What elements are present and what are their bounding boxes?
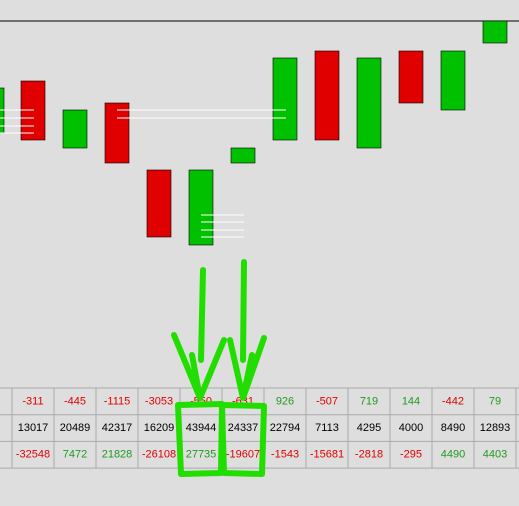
table-cell: -26108 [142, 449, 176, 461]
candle [356, 57, 382, 149]
table-cell: -1115 [104, 395, 131, 407]
candle [482, 20, 508, 44]
table-cell: -19607 [226, 449, 260, 461]
arrow [227, 259, 267, 401]
table-cell: -445 [64, 395, 86, 407]
table-cell: 42317 [102, 422, 133, 434]
candle [188, 169, 214, 246]
table-cell: 4295 [357, 422, 381, 434]
table-cell: -2818 [355, 449, 383, 461]
table-cell: 27735 [186, 449, 217, 461]
table-cell: -32548 [16, 449, 50, 461]
table-cell: 7472 [63, 449, 87, 461]
candle [146, 169, 172, 238]
table-cell: -295 [400, 449, 422, 461]
table-cell: 79 [489, 395, 501, 407]
level-lines [0, 109, 286, 238]
table-cell: -3053 [145, 395, 173, 407]
table-cell: -507 [316, 395, 338, 407]
table-cell: 24337 [228, 422, 259, 434]
highlight-box [219, 402, 267, 477]
table-cell: 719 [360, 395, 378, 407]
table-cell: 43944 [186, 422, 217, 434]
candle [314, 50, 340, 141]
hand-drawn-marks [171, 259, 267, 477]
table-cell: 21828 [102, 449, 133, 461]
table-cell: 8490 [441, 422, 465, 434]
table-cell: 16209 [144, 422, 175, 434]
candle [62, 109, 88, 149]
table-cell: -442 [442, 395, 464, 407]
table-cell: 926 [276, 395, 294, 407]
table-cell: 4403 [483, 449, 507, 461]
table-cell: 7113 [315, 422, 339, 434]
candle [230, 147, 256, 164]
table-cell: 4000 [399, 422, 423, 434]
table-cell: -1543 [271, 449, 299, 461]
arrow [171, 267, 227, 401]
highlight-box [175, 401, 225, 477]
table-cell: 144 [402, 395, 420, 407]
table-cell: 4490 [441, 449, 465, 461]
candle [440, 50, 466, 111]
table-cell: -15681 [310, 449, 344, 461]
table-cell: 22794 [270, 422, 301, 434]
candle [272, 57, 298, 141]
candle [104, 102, 130, 164]
candles [0, 20, 508, 246]
table-cell: 20489 [60, 422, 91, 434]
table-cell: -311 [22, 395, 43, 407]
candle [398, 50, 424, 104]
table-cell: 13017 [18, 422, 49, 434]
table-cell: 12893 [480, 422, 511, 434]
